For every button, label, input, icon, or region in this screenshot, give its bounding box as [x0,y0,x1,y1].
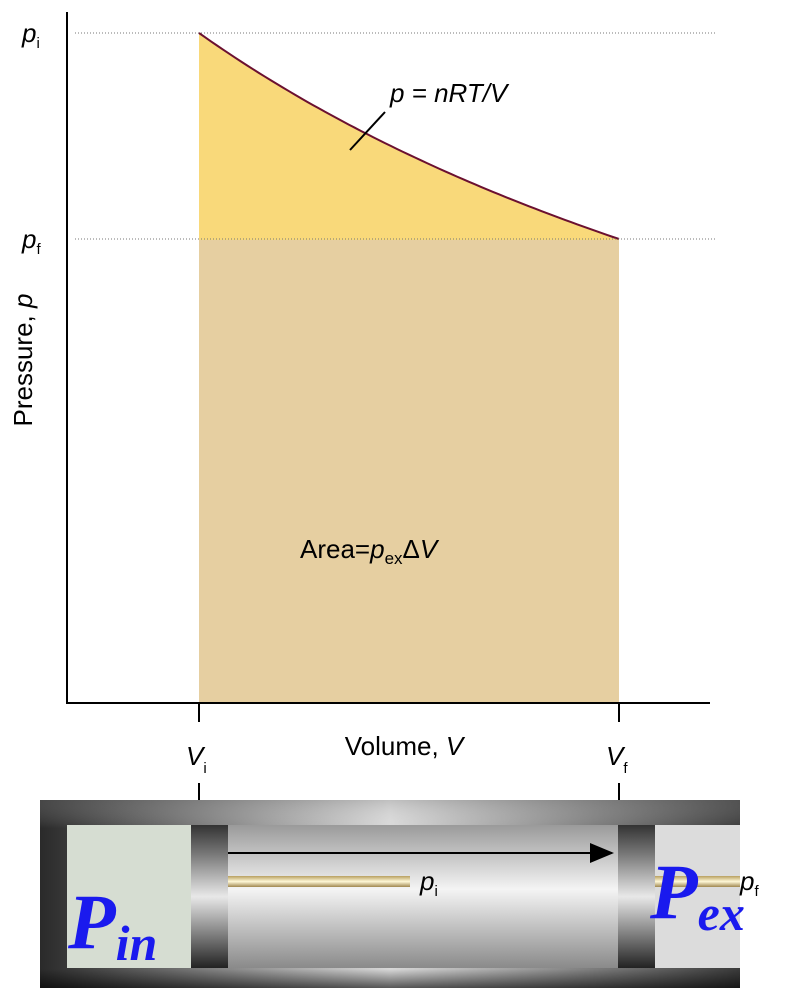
isotherm-curve [198,32,620,240]
barrel [228,825,618,968]
leader-line [349,111,386,151]
rod-label: pf [739,866,759,900]
x-tick-label: Vi [186,741,207,777]
piston-final [618,825,655,968]
x-axis-label: Volume, V [345,731,466,761]
area-label: Area=pexΔV [300,534,440,568]
outer-chamber [655,825,740,968]
x-tick-label: Vf [606,741,628,777]
rod [228,876,410,887]
curve-area [199,33,619,240]
curve-label: p = nRT/V [389,78,510,108]
y-axis-label: Pressure, p [8,294,38,427]
work-area [199,239,619,703]
inner-pressure: Pin [67,878,157,971]
y-tick-label: pi [21,18,40,52]
rod-label: pi [419,866,438,900]
outer-pressure: Pex [649,848,745,941]
rod [655,876,740,887]
gas-chamber [67,825,191,968]
piston-initial [191,825,228,968]
y-tick-label: pf [21,224,41,258]
